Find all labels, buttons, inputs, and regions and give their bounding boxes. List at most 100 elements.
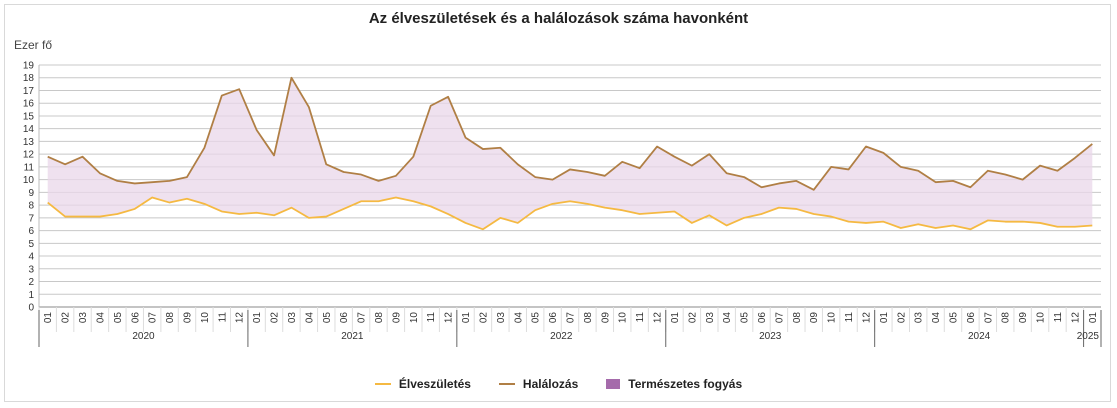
x-tick-label: 06 [339,312,350,324]
x-tick-label: 02 [896,312,907,324]
x-tick-label: 02 [61,312,72,324]
x-tick-label: 04 [95,312,106,324]
x-tick-label: 12 [861,312,872,324]
x-tick-label: 11 [844,312,855,323]
x-tick-label: 11 [426,312,437,323]
y-tick-label: 10 [23,175,35,186]
x-tick-label: 05 [531,312,542,324]
legend-swatch-births [374,383,391,385]
x-tick-label: 01 [1088,312,1099,324]
legend-item-births[interactable]: Élveszületés [374,377,471,391]
y-tick-label: 2 [28,277,34,288]
x-tick-label: 08 [792,312,803,324]
x-tick-label: 09 [1018,312,1029,324]
y-tick-label: 5 [28,239,34,250]
x-tick-label: 03 [78,312,89,324]
x-tick-label: 05 [740,312,751,324]
legend-item-natural-decrease[interactable]: Természetes fogyás [606,377,742,391]
x-tick-label: 11 [1053,312,1064,323]
x-tick-label: 09 [391,312,402,324]
births-line [47,196,1093,231]
x-tick-label: 07 [774,312,785,324]
chart-legend: Élveszületés Halálozás Természetes fogyá… [0,377,1117,391]
deaths-line [47,76,1093,191]
x-tick-label: 03 [496,312,507,324]
x-tick-label: 03 [705,312,716,324]
y-tick-label: 9 [28,188,34,199]
y-tick-label: 1 [28,290,34,301]
y-tick-label: 13 [23,137,35,148]
x-tick-label: 02 [270,312,281,324]
x-tick-label: 10 [618,312,629,324]
year-label: 2022 [550,331,573,342]
y-tick-label: 3 [28,264,34,275]
y-tick-label: 15 [23,111,35,122]
legend-label-deaths: Halálozás [522,377,579,391]
x-tick-label: 05 [949,312,960,324]
year-label: 2025 [1077,331,1100,342]
y-tick-label: 18 [23,73,35,84]
x-tick-label: 06 [548,312,559,324]
legend-swatch-natural-decrease [606,379,621,389]
y-tick-label: 12 [23,150,35,161]
y-tick-label: 14 [23,124,35,135]
legend-label-births: Élveszületés [398,377,471,391]
year-label: 2023 [759,331,782,342]
y-tick-label: 0 [28,303,34,314]
chart-title: Az élveszületések és a halálozások száma… [368,10,749,27]
x-tick-label: 12 [235,312,246,324]
x-tick-label: 07 [357,312,368,324]
x-tick-label: 12 [444,312,455,324]
y-tick-label: 6 [28,226,34,237]
x-tick-label: 10 [409,312,420,324]
y-tick-label: 17 [23,86,35,97]
x-tick-label: 08 [583,312,594,324]
x-tick-label: 10 [200,312,211,324]
x-tick-label: 01 [670,312,681,324]
y-axis-unit-label: Ezer fő [14,38,53,52]
x-tick-label: 04 [513,312,524,324]
y-tick-label: 8 [28,201,34,212]
legend-item-deaths[interactable]: Halálozás [498,377,579,391]
natural-decrease-area [47,77,1093,230]
x-tick-label: 08 [165,312,176,324]
legend-swatch-deaths [498,383,515,385]
x-tick-label: 01 [43,312,54,324]
x-tick-label: 02 [478,312,489,324]
x-tick-label: 09 [809,312,820,324]
year-label: 2020 [132,331,155,342]
x-tick-label: 04 [931,312,942,324]
x-tick-label: 10 [1036,312,1047,324]
y-tick-label: 4 [28,252,34,263]
x-tick-label: 03 [914,312,925,324]
x-tick-label: 04 [722,312,733,324]
x-tick-label: 08 [374,312,385,324]
x-tick-label: 09 [182,312,193,324]
year-label: 2024 [968,331,991,342]
x-tick-label: 07 [983,312,994,324]
x-tick-label: 06 [757,312,768,324]
x-tick-label: 06 [966,312,977,324]
x-tick-label: 01 [252,312,263,324]
x-tick-label: 12 [653,312,664,324]
year-label: 2021 [341,331,364,342]
x-tick-label: 12 [1070,312,1081,324]
y-tick-label: 19 [23,61,35,72]
x-tick-label: 11 [217,312,228,323]
x-tick-label: 10 [827,312,838,324]
legend-label-natural-decrease: Természetes fogyás [628,377,743,391]
x-tick-label: 08 [1001,312,1012,324]
x-tick-label: 11 [635,312,646,323]
x-tick-label: 01 [461,312,472,324]
x-tick-label: 07 [566,312,577,324]
x-tick-label: 03 [287,312,298,324]
x-tick-label: 07 [148,312,159,324]
y-tick-label: 11 [24,162,35,173]
x-tick-label: 05 [113,312,124,324]
x-tick-label: 02 [687,312,698,324]
y-tick-label: 7 [28,213,34,224]
x-tick-label: 04 [304,312,315,324]
y-tick-label: 16 [23,99,35,110]
x-tick-label: 09 [600,312,611,324]
